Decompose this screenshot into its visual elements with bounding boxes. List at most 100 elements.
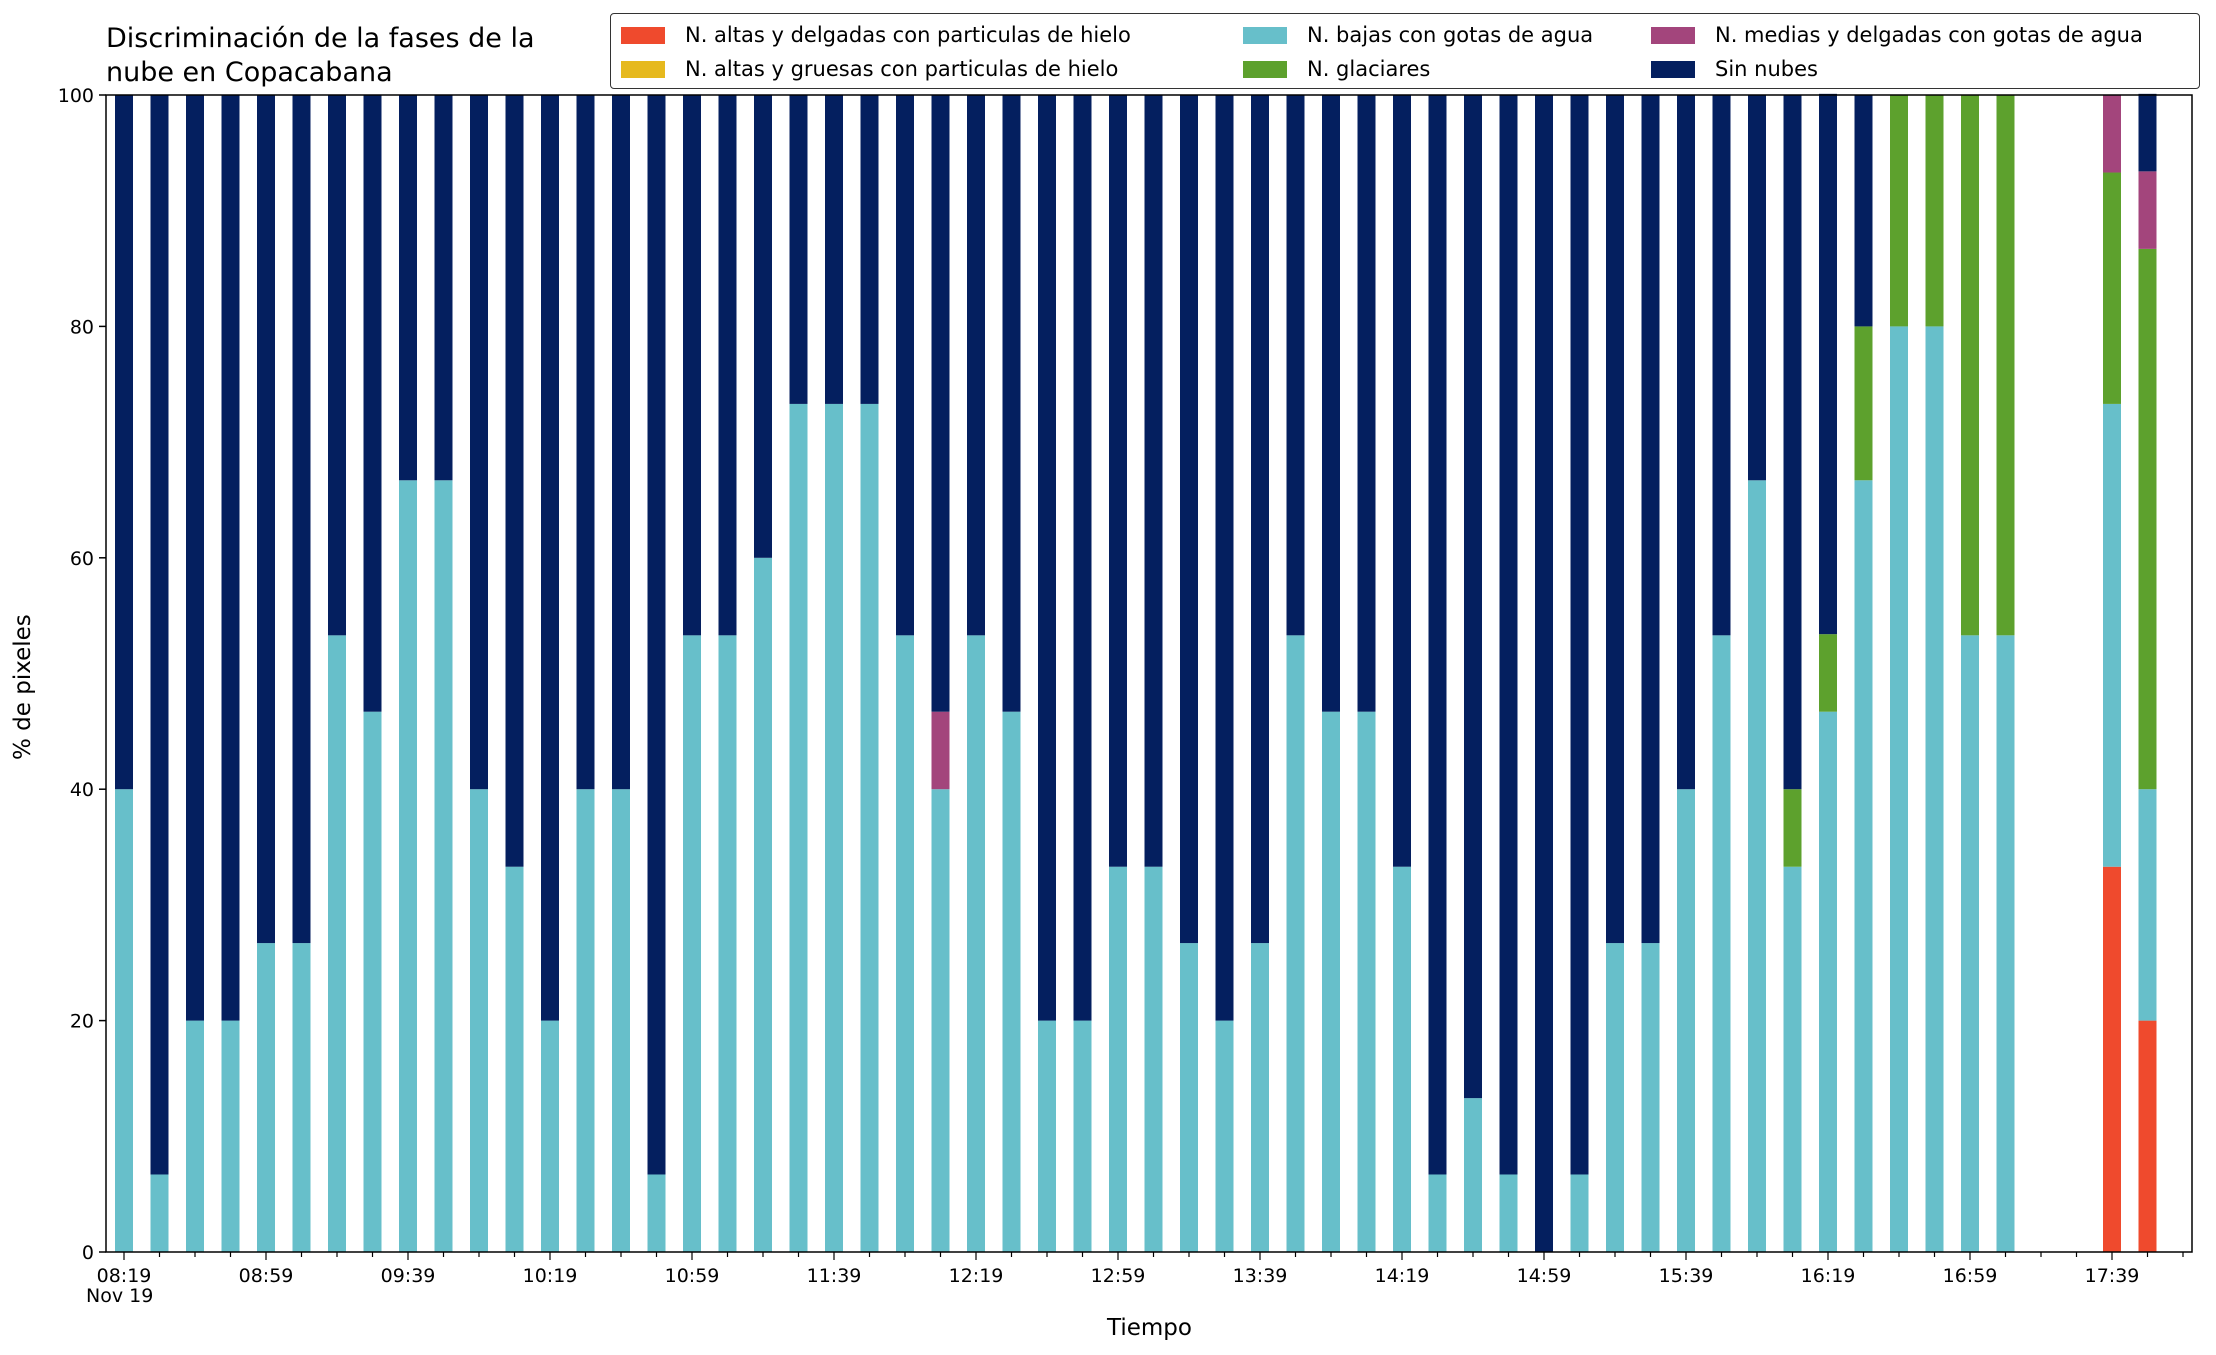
bar-segment (150, 1174, 169, 1252)
bar-segment (257, 95, 275, 944)
bar-segment (186, 1020, 204, 1252)
bar-segment (789, 403, 808, 1252)
bar-segment (1712, 635, 1731, 1252)
bar-segment (434, 95, 453, 481)
bar-segment (1819, 711, 1837, 1252)
bar-segment (1428, 95, 1447, 1175)
bar-segment (718, 95, 737, 636)
bar-segment (1464, 1098, 1482, 1252)
bar-segment (1073, 1020, 1092, 1252)
bar-segment (2103, 95, 2121, 173)
x-axis-label: Tiempo (1107, 1315, 1192, 1341)
legend-item-altas-delgadas: N. altas y delgadas con particulas de hi… (621, 20, 1131, 50)
bar-segment (1783, 866, 1802, 1252)
bar-segment (1783, 95, 1802, 790)
bar-segment (2138, 248, 2157, 790)
y-tick-label: 0 (82, 1242, 94, 1264)
bar-segment (1393, 95, 1411, 867)
x-tick-label: 10:59 (665, 1265, 720, 1287)
bars-layer (115, 93, 2157, 1252)
y-tick-label: 60 (70, 548, 94, 570)
bar-segment (1854, 95, 1873, 327)
bar-segment (931, 789, 950, 1252)
bar-segment (505, 95, 524, 867)
x-axis: 08:19 08:59 09:39 10:19 10:59 11:39 12:19 12:59… (97, 1252, 2184, 1287)
bar-segment (683, 95, 701, 636)
bar-segment (1819, 634, 1837, 712)
bar-segment (860, 95, 879, 404)
bar-segment (1038, 1020, 1056, 1252)
legend-label: N. bajas con gotas de agua (1307, 23, 1594, 47)
bar-segment (1109, 95, 1127, 867)
x-tick-label: 12:19 (949, 1265, 1004, 1287)
bar-segment (292, 95, 311, 944)
y-tick-label: 40 (70, 779, 94, 801)
y-tick-label: 20 (70, 1011, 94, 1033)
legend-label: Sin nubes (1715, 57, 1818, 81)
legend-label: N. altas y delgadas con particulas de hi… (685, 23, 1131, 47)
bar-segment (1961, 95, 1979, 636)
bar-segment (754, 95, 772, 558)
legend-swatch (1243, 60, 1287, 78)
bar-segment (1180, 95, 1198, 944)
bar-segment (860, 403, 879, 1252)
bar-segment (541, 95, 559, 1021)
x-tick-label: 10:19 (523, 1265, 578, 1287)
bar-segment (1854, 480, 1873, 1252)
legend: N. altas y delgadas con particulas de hi… (610, 13, 2200, 89)
bar-segment (1748, 480, 1766, 1252)
bar-segment (328, 635, 346, 1252)
bar-segment (1606, 95, 1624, 944)
bar-segment (1357, 711, 1376, 1252)
x-tick-label: 14:59 (1517, 1265, 1572, 1287)
bar-segment (1144, 866, 1163, 1252)
bar-segment (718, 635, 737, 1252)
bar-segment (1357, 95, 1376, 712)
bar-segment (2138, 171, 2157, 249)
x-tick-label: 11:39 (807, 1265, 862, 1287)
bar-segment (896, 95, 914, 636)
bar-segment (115, 789, 133, 1252)
legend-item-altas-gruesas: N. altas y gruesas con particulas de hie… (621, 54, 1118, 84)
bar-segment (1251, 95, 1269, 944)
bar-segment (1286, 635, 1305, 1252)
legend-swatch (1243, 26, 1287, 44)
bar-segment (1854, 326, 1873, 481)
bar-segment (257, 943, 275, 1252)
bar-segment (2138, 1020, 2157, 1252)
bar-segment (1464, 95, 1482, 1099)
bar-segment (2103, 866, 2121, 1252)
bar-segment (1002, 95, 1021, 712)
bar-segment (186, 95, 204, 1021)
bar-segment (931, 711, 950, 790)
y-axis-label: % de pixeles (10, 614, 36, 760)
bar-segment (1819, 93, 1837, 635)
x-tick-label: 08:19 (97, 1265, 152, 1287)
bar-segment (1996, 95, 2015, 636)
legend-label: N. glaciares (1307, 57, 1431, 81)
bar-segment (1038, 95, 1056, 1021)
bar-segment (434, 480, 453, 1252)
bar-segment (292, 943, 311, 1252)
bar-segment (1641, 95, 1660, 944)
bar-segment (1890, 326, 1908, 1252)
bar-segment (541, 1020, 559, 1252)
bar-segment (1499, 95, 1518, 1175)
bar-segment (1322, 95, 1340, 712)
bar-segment (399, 95, 417, 481)
bar-segment (115, 95, 133, 790)
bar-segment (1570, 1174, 1589, 1252)
bar-segment (399, 480, 417, 1252)
bar-segment (1570, 95, 1589, 1175)
bar-segment (1712, 95, 1731, 636)
bar-segment (1073, 95, 1092, 1021)
bar-segment (612, 95, 630, 790)
bar-segment (1641, 943, 1660, 1252)
bar-segment (1748, 95, 1766, 481)
axes-frame (105, 94, 2193, 1253)
bar-segment (1002, 711, 1021, 1252)
x-tick-label: 12:59 (1091, 1265, 1146, 1287)
bar-segment (1925, 95, 1944, 327)
y-tick-label: 100 (58, 85, 94, 107)
